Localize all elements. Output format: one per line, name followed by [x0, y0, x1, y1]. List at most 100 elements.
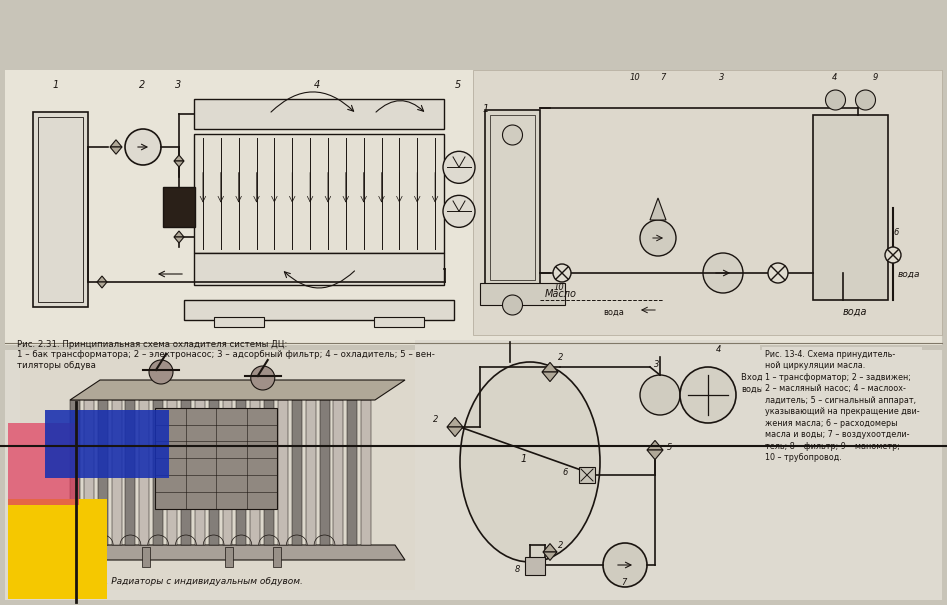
Bar	[374, 317, 424, 327]
Text: 1: 1	[483, 104, 490, 114]
Circle shape	[503, 125, 523, 145]
Polygon shape	[237, 400, 246, 545]
Bar	[473, 70, 942, 335]
Polygon shape	[125, 400, 135, 545]
Bar	[5, 350, 942, 600]
Circle shape	[703, 253, 743, 293]
Bar	[194, 134, 444, 253]
Text: вода: вода	[898, 270, 920, 279]
Polygon shape	[60, 545, 405, 560]
Polygon shape	[292, 400, 302, 545]
Bar	[38, 117, 83, 302]
Polygon shape	[361, 400, 371, 545]
Text: 6: 6	[893, 228, 899, 237]
Circle shape	[885, 247, 901, 263]
Text: 1: 1	[52, 80, 59, 90]
Polygon shape	[447, 417, 463, 427]
Polygon shape	[98, 400, 108, 545]
Text: Вход и выход: Вход и выход	[741, 373, 801, 382]
Circle shape	[553, 264, 571, 282]
Bar	[194, 99, 444, 129]
Bar	[490, 115, 535, 280]
Text: 2: 2	[139, 80, 145, 90]
Polygon shape	[223, 400, 232, 545]
Bar	[194, 253, 444, 285]
Polygon shape	[97, 276, 107, 282]
Polygon shape	[650, 198, 666, 220]
Bar	[163, 187, 195, 227]
Polygon shape	[264, 400, 274, 545]
Polygon shape	[543, 544, 557, 552]
Circle shape	[768, 263, 788, 283]
Bar	[813, 115, 888, 300]
Polygon shape	[70, 380, 405, 400]
Polygon shape	[208, 400, 219, 545]
Circle shape	[125, 129, 161, 165]
Circle shape	[826, 90, 846, 110]
Text: 5: 5	[667, 443, 672, 452]
Bar	[415, 340, 760, 590]
Bar	[485, 110, 540, 285]
Polygon shape	[542, 362, 558, 372]
Circle shape	[251, 366, 275, 390]
Polygon shape	[319, 400, 330, 545]
Polygon shape	[250, 400, 260, 545]
Bar	[45, 410, 169, 478]
Text: 1: 1	[521, 454, 527, 464]
Polygon shape	[274, 547, 281, 567]
Text: Масло: Масло	[545, 289, 577, 299]
Polygon shape	[333, 400, 344, 545]
Text: Рис. 13-4. Схема принудитель-
ной циркуляции масла.
1 – трансформатор; 2 – задви: Рис. 13-4. Схема принудитель- ной циркул…	[765, 350, 920, 462]
Text: 10: 10	[630, 73, 641, 82]
Text: 7: 7	[621, 578, 626, 587]
Text: 3: 3	[719, 73, 724, 82]
Polygon shape	[139, 400, 150, 545]
Polygon shape	[195, 400, 205, 545]
Polygon shape	[153, 400, 163, 545]
Circle shape	[503, 295, 523, 315]
Text: 4: 4	[716, 345, 722, 354]
Text: вода: вода	[843, 307, 867, 317]
Polygon shape	[174, 231, 184, 237]
Polygon shape	[348, 400, 357, 545]
Bar	[473, 70, 942, 335]
Text: 2: 2	[558, 541, 563, 550]
Polygon shape	[84, 400, 94, 545]
Text: вода: вода	[603, 308, 624, 317]
Bar	[579, 467, 595, 483]
Bar	[155, 408, 277, 508]
Circle shape	[680, 367, 736, 423]
Bar	[8, 499, 107, 599]
Bar	[5, 70, 942, 345]
Polygon shape	[110, 140, 122, 147]
Text: 8: 8	[515, 565, 520, 574]
Bar	[15, 80, 465, 335]
Text: 3: 3	[175, 80, 181, 90]
Bar	[33, 112, 88, 307]
Text: 3: 3	[654, 360, 659, 369]
Circle shape	[640, 220, 676, 256]
Polygon shape	[142, 547, 151, 567]
Polygon shape	[447, 427, 463, 437]
Text: 4: 4	[314, 80, 320, 90]
Polygon shape	[70, 400, 80, 545]
Bar	[525, 557, 545, 575]
Circle shape	[443, 151, 475, 183]
Text: воды: воды	[741, 385, 763, 394]
Text: 7: 7	[660, 73, 666, 82]
Polygon shape	[112, 400, 121, 545]
Text: 5: 5	[455, 80, 461, 90]
Bar	[214, 317, 264, 327]
Polygon shape	[181, 400, 191, 545]
Polygon shape	[167, 400, 177, 545]
Text: 2: 2	[433, 415, 438, 424]
Polygon shape	[278, 400, 288, 545]
Text: 10: 10	[554, 283, 564, 292]
Circle shape	[640, 375, 680, 415]
Polygon shape	[174, 161, 184, 167]
Text: Рис. 13-3. Радиаторы с индивидуальным обдувом.: Рис. 13-3. Радиаторы с индивидуальным об…	[63, 577, 302, 586]
Ellipse shape	[460, 362, 600, 562]
Polygon shape	[110, 147, 122, 154]
Bar	[480, 283, 565, 305]
Polygon shape	[224, 547, 233, 567]
